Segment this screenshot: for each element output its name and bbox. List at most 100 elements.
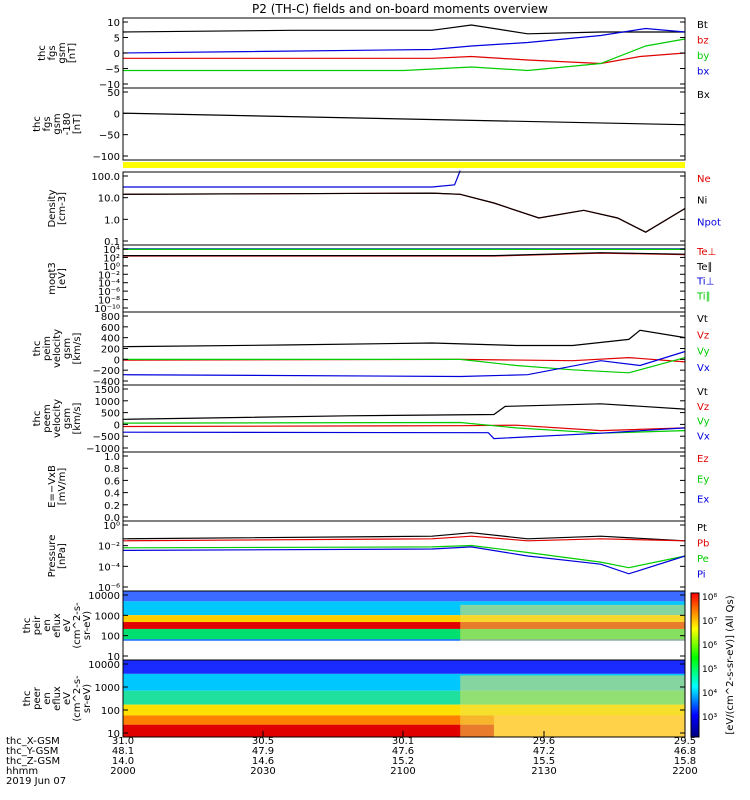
- x-tick-label: 30.1: [392, 736, 414, 747]
- series-line-bx: [122, 27, 686, 54]
- y-tick-label: 10: [107, 652, 120, 663]
- series-line-Vx: [122, 350, 686, 378]
- y-tick-label: 1.0: [104, 215, 120, 226]
- legend-label: Te⊥: [696, 247, 716, 258]
- x-tick-label: 2130: [531, 766, 556, 777]
- panel-9: 10000 1000 100 10 thc peir en eflux eV (cm^2-s-sr…: [22, 590, 686, 663]
- series-line-Pi: [122, 546, 686, 575]
- colorbar-tick-label: 10⁴: [702, 689, 717, 699]
- y-axis-label: [mV/m]: [57, 468, 68, 506]
- panel-frame: [122, 17, 686, 89]
- y-axis-label: E=−VxB: [47, 465, 58, 508]
- colorbar-tick-label: 10⁵: [702, 665, 717, 675]
- y-tick-label: 5: [114, 34, 120, 45]
- x-tick-label: 2000: [110, 766, 135, 777]
- y-axis-label: eV: [62, 692, 73, 705]
- x-tick-label: 2200: [672, 766, 697, 777]
- y-tick-label: 10⁻¹⁰: [94, 304, 120, 315]
- x-tick-label: 46.8: [674, 746, 696, 757]
- legend-label: Ez: [697, 454, 709, 465]
- y-axis-label: thc: [32, 411, 43, 427]
- series-line-Vy: [123, 357, 686, 374]
- y-axis-label: velocity: [52, 329, 63, 368]
- y-tick-label: 500: [101, 409, 120, 420]
- y-tick-label: 10⁻⁶: [98, 583, 120, 594]
- series-line-Vx: [122, 427, 686, 440]
- x-row-label: thc_Z-GSM: [6, 756, 60, 767]
- y-axis-label: fgs: [47, 45, 58, 60]
- y-tick-label: 0: [114, 420, 120, 431]
- spectrogram-band: [123, 591, 685, 602]
- panel-4: Te⊥ Te∥ Ti⊥ Ti∥ 10⁴10²10⁰10⁻²10⁻⁴10⁻⁶10⁻⁸10⁻…: [47, 244, 716, 315]
- legend-label: Vt: [697, 314, 708, 325]
- y-tick-label: −50: [99, 131, 120, 142]
- y-axis-label: fgs: [42, 116, 53, 131]
- legend-label: Vx: [697, 363, 710, 374]
- y-axis-label: sr-eV): [82, 611, 93, 640]
- panel-frame: [122, 659, 686, 738]
- legend-label: Ex: [697, 495, 709, 506]
- y-tick-label: 1500: [95, 385, 120, 396]
- legend-label: Ti∥: [696, 291, 711, 302]
- y-axis-label: sr-eV): [82, 684, 93, 713]
- y-tick-label: 0.6: [104, 476, 120, 487]
- y-tick-label: −400: [93, 377, 120, 388]
- spectrogram-gap: [123, 640, 685, 660]
- y-axis-label: [km/s]: [72, 332, 83, 364]
- y-axis-label: [nT]: [72, 114, 83, 134]
- colorbar: [690, 592, 700, 738]
- y-axis-label: eflux: [52, 686, 63, 711]
- y-axis-label: (cm^2-s-: [72, 602, 83, 649]
- x-row-label: thc_X-GSM: [6, 736, 60, 747]
- series-line-Vt: [122, 403, 686, 420]
- x-tick-label: 29.6: [533, 736, 555, 747]
- x-tick-label: 15.8: [674, 756, 696, 767]
- legend-label: Vy: [697, 417, 710, 428]
- y-tick-label: 100: [101, 706, 120, 717]
- y-axis-label: moqt3: [47, 262, 58, 295]
- x-tick-label: 47.2: [533, 746, 555, 757]
- x-tick-label: 48.1: [112, 746, 134, 757]
- y-tick-label: 10.0: [98, 194, 120, 205]
- series-line-Vz: [122, 424, 686, 432]
- panel-2: Bx 50 0 −50 −100 thc fgs gsm -180 [nT]: [32, 87, 710, 163]
- y-axis-label: en: [42, 619, 53, 632]
- y-tick-label: −1000: [86, 444, 120, 455]
- y-axis-label: peer: [32, 686, 43, 710]
- legend-label: Te∥: [696, 262, 713, 273]
- x-tick-label: 15.2: [392, 756, 414, 767]
- y-axis-label: (cm^2-s-: [72, 675, 83, 722]
- y-tick-label: 0: [114, 49, 120, 60]
- y-axis-label: peir: [32, 615, 43, 635]
- legend-label: Vy: [697, 347, 710, 358]
- x-tick-label: 29.5: [674, 736, 696, 747]
- series-line-Vt: [122, 329, 686, 348]
- y-tick-label: 100.0: [91, 172, 120, 183]
- spectrogram-band: [123, 622, 685, 629]
- series-line-Ne: [122, 192, 686, 233]
- x-row-label: 2019 Jun 07: [6, 776, 66, 787]
- panel-8: Pt Pb Pe Pi 10⁰ 10⁻² 10⁻⁴ 10⁻⁶ Pressure [nPa]: [47, 520, 709, 594]
- y-tick-label: 10⁰: [103, 521, 120, 532]
- panel-7: Ez Ey Ex 1.00.80.6 0.40.20.0 E=−VxB [mV/m]: [47, 451, 709, 524]
- legend-label: Pe: [697, 554, 709, 565]
- legend-label: Ne: [697, 174, 711, 185]
- y-tick-label: 1.0: [104, 452, 120, 463]
- y-tick-label: 0: [114, 109, 120, 120]
- panel-frame: [122, 87, 686, 161]
- series-line-by: [123, 38, 686, 72]
- legend-label: Vx: [697, 431, 710, 442]
- y-tick-label: 800: [101, 312, 120, 323]
- y-axis-label: gsm: [62, 408, 73, 429]
- y-tick-label: 0: [114, 355, 120, 366]
- series-line-Pt: [122, 532, 686, 542]
- colorbar-tick-label: 10³: [702, 713, 717, 723]
- y-axis-label: [nPa]: [57, 543, 68, 569]
- y-tick-label: 0.1: [104, 237, 120, 248]
- y-tick-label: 10⁻²: [98, 542, 120, 553]
- legend-label: Vt: [697, 387, 708, 398]
- legend-label: Vz: [697, 402, 709, 413]
- legend-label: Pi: [697, 570, 706, 581]
- y-axis-label: thc: [22, 618, 33, 634]
